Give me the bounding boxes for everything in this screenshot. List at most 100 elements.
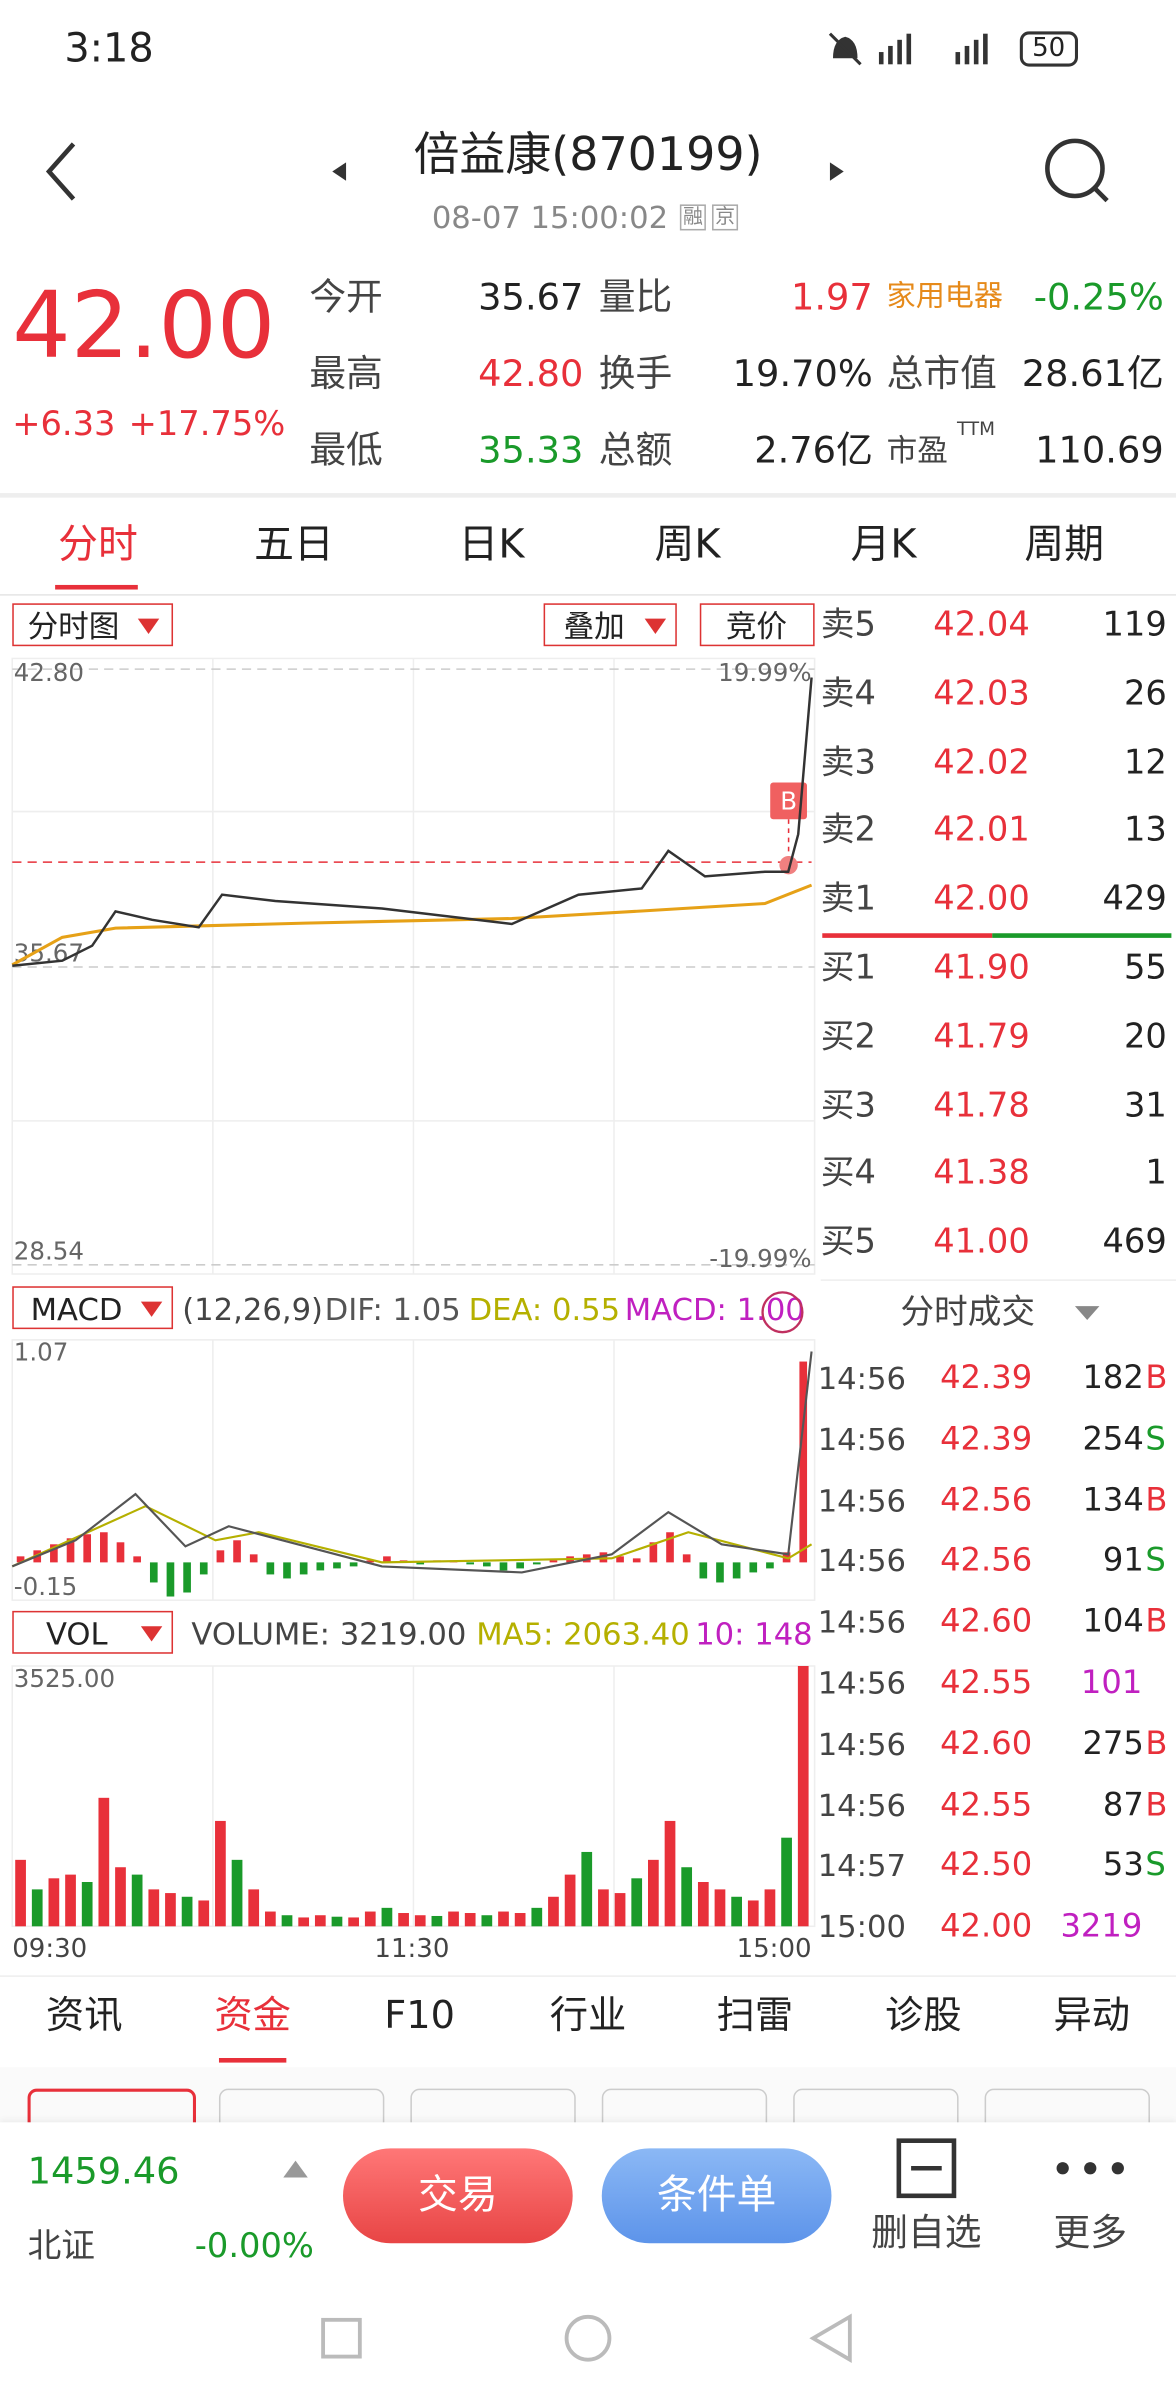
- x-tick-label: 15:00: [737, 1934, 812, 1964]
- indicator-select[interactable]: [12, 1610, 174, 1654]
- macd-bar: [166, 1562, 175, 1597]
- marker-label: B: [780, 786, 797, 815]
- period-tab[interactable]: 月K: [850, 522, 917, 569]
- volume-bar: [598, 1889, 609, 1927]
- book-qty: 20: [1123, 1017, 1167, 1057]
- trade-time: 14:56: [817, 1420, 906, 1458]
- macd-bar: [499, 1562, 508, 1571]
- trade-qty: 3219: [1060, 1907, 1143, 1945]
- trade-side: B: [1145, 1785, 1168, 1823]
- trade-price: 42.60: [940, 1724, 1033, 1762]
- book-price: 41.90: [933, 949, 1030, 988]
- tab-underline: [55, 584, 138, 590]
- trade-price: 42.56: [940, 1541, 1033, 1579]
- period-tab[interactable]: 周K: [654, 522, 721, 569]
- book-qty: 1: [1145, 1155, 1167, 1194]
- macd-bar: [149, 1562, 158, 1583]
- stat-sup: TTM: [957, 418, 996, 440]
- section-tab[interactable]: 扫雷: [716, 1992, 794, 2038]
- volume-bar: [131, 1874, 143, 1927]
- macd-bar: [183, 1562, 191, 1593]
- y-tick-label: -0.15: [14, 1572, 77, 1601]
- button-label: 交易: [418, 2172, 498, 2219]
- trade-price: 42.39: [940, 1358, 1033, 1396]
- volume-bar: [548, 1896, 559, 1927]
- book-label: 买2: [820, 1017, 876, 1057]
- legend-volume: VOLUME: 3219.00: [191, 1615, 467, 1653]
- sector-label[interactable]: 家用电器: [886, 279, 1003, 314]
- volume-bar: [764, 1889, 776, 1927]
- back-button[interactable]: [45, 142, 76, 201]
- period-tab[interactable]: 分时: [58, 522, 138, 569]
- trade-price: 42.50: [940, 1846, 1033, 1884]
- volume-bar: [648, 1859, 659, 1927]
- macd-bar: [416, 1562, 425, 1565]
- next-stock[interactable]: [829, 162, 844, 181]
- book-label: 买4: [820, 1155, 876, 1194]
- stat-label: 最高: [309, 352, 383, 396]
- stat-label: 换手: [598, 352, 673, 396]
- stat-label: 总市值: [886, 352, 997, 396]
- volume-bar: [98, 1797, 110, 1927]
- section-tab[interactable]: F10: [384, 1992, 455, 2038]
- indicator-select[interactable]: [12, 1286, 174, 1330]
- tab-underline: [218, 2058, 287, 2063]
- section-tab[interactable]: 行业: [549, 1992, 627, 2038]
- book-price: 42.00: [933, 880, 1030, 920]
- search-button[interactable]: [1045, 138, 1105, 199]
- macd-params: (12,26,9): [182, 1290, 324, 1328]
- section-tab[interactable]: 资讯: [45, 1992, 123, 2038]
- prev-stock[interactable]: [332, 162, 347, 181]
- volume-bar: [31, 1889, 43, 1927]
- macd-bar: [316, 1562, 325, 1571]
- legend-ma5: MA5: 2063.40: [476, 1615, 690, 1653]
- book-price: 41.79: [933, 1017, 1030, 1057]
- book-price: 42.01: [933, 812, 1030, 851]
- period-tab[interactable]: 日K: [458, 522, 525, 569]
- remove-watchlist[interactable]: 删自选: [871, 2211, 982, 2254]
- volume-bar: [231, 1859, 243, 1927]
- volume-bar: [198, 1900, 210, 1927]
- price-change: +6.33: [12, 405, 116, 445]
- volume-bar: [731, 1896, 742, 1927]
- status-time: 3:18: [64, 26, 154, 72]
- macd-bar: [100, 1532, 108, 1563]
- macd-bar: [199, 1562, 208, 1575]
- volume-bar: [398, 1913, 409, 1927]
- macd-bar: [466, 1562, 475, 1565]
- control-label: 叠加: [563, 607, 625, 645]
- divider: [0, 594, 1176, 596]
- trade-price: 42.60: [940, 1602, 1033, 1640]
- condition-button[interactable]: [601, 2148, 832, 2244]
- chart-mode-select[interactable]: [12, 603, 174, 647]
- average-line: [11, 883, 813, 967]
- period-tab[interactable]: 五日: [254, 522, 334, 569]
- volume-bar: [514, 1913, 526, 1927]
- indicator-name: MACD: [30, 1290, 123, 1328]
- auction-toggle[interactable]: [699, 603, 815, 647]
- section-tab[interactable]: 异动: [1053, 1992, 1131, 2038]
- trade-time: 14:57: [817, 1847, 906, 1885]
- trade-qty: 104: [1082, 1602, 1144, 1640]
- volume-bar: [265, 1911, 276, 1927]
- trade-time: 14:56: [817, 1603, 906, 1641]
- section-tab[interactable]: 资金: [214, 1992, 291, 2038]
- bottom-bar: [0, 2122, 1176, 2400]
- volume-bar: [797, 1666, 809, 1927]
- dif-line: [11, 1351, 813, 1574]
- trades-title: 分时成交: [900, 1293, 1036, 1333]
- macd-bar: [83, 1534, 92, 1563]
- more-button[interactable]: 更多: [1053, 2211, 1128, 2254]
- stat-value: 35.33: [478, 428, 584, 472]
- macd-bar: [299, 1562, 308, 1575]
- section-tab[interactable]: 诊股: [885, 1992, 962, 2038]
- trade-qty: 275: [1082, 1724, 1144, 1762]
- trade-button[interactable]: [343, 2148, 573, 2244]
- volume-bar: [148, 1889, 160, 1927]
- overlay-select[interactable]: [543, 603, 677, 647]
- period-tab[interactable]: 周期: [1024, 522, 1105, 569]
- trade-time: 14:56: [817, 1725, 906, 1763]
- macd-bar: [383, 1556, 391, 1563]
